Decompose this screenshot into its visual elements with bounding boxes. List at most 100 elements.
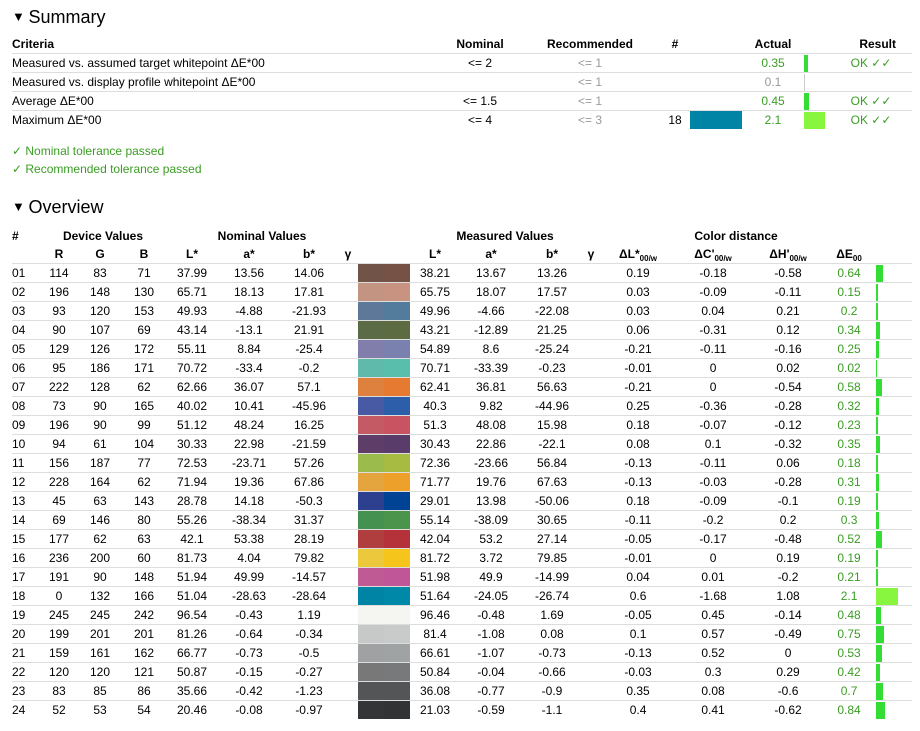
value: 35.66 — [166, 681, 218, 701]
value: 43.21 — [410, 320, 461, 340]
value: 65.75 — [410, 282, 461, 302]
swatch-measured — [384, 416, 411, 434]
value: -33.4 — [218, 358, 280, 378]
gamma — [582, 434, 601, 454]
value: 0 — [676, 548, 751, 568]
value: 186 — [78, 358, 122, 378]
value: 77 — [122, 453, 166, 473]
gamma — [338, 624, 359, 644]
patch-id: 17 — [12, 567, 40, 587]
swatch-cell — [358, 567, 411, 587]
swatch — [358, 283, 411, 301]
value: -0.6 — [750, 681, 827, 701]
value: 13.98 — [460, 491, 523, 511]
gamma — [582, 624, 601, 644]
value: 96.54 — [166, 605, 218, 625]
value: 0.2 — [750, 510, 827, 530]
value: -45.96 — [280, 396, 338, 416]
value: -4.88 — [218, 301, 280, 321]
value: -0.03 — [600, 662, 677, 682]
column-header: a* — [485, 247, 497, 261]
value: -0.32 — [750, 434, 827, 454]
value: 96.46 — [410, 605, 461, 625]
value: 17.57 — [522, 282, 583, 302]
patch-row: 12 228 164 62 71.94 19.36 67.86 71.77 19.76 67.63… — [12, 472, 913, 492]
patch-swatch — [690, 91, 742, 111]
value: 57.1 — [280, 377, 338, 397]
value: 0.01 — [676, 567, 751, 587]
delta-e-bar — [876, 473, 880, 491]
swatch-measured — [384, 359, 411, 377]
recommended: <= 1 — [520, 53, 660, 73]
spacer — [358, 227, 410, 245]
summary-row: Average ΔE*00 <= 1.5 <= 1 0.45 OK ✓✓ — [12, 91, 912, 111]
delta-e-bar-cell — [872, 681, 913, 701]
value: 79.82 — [280, 548, 338, 568]
value: 120 — [78, 301, 122, 321]
nominal — [440, 72, 520, 92]
value: 50.87 — [166, 662, 218, 682]
swatch — [358, 606, 411, 624]
value: -0.62 — [750, 700, 827, 719]
column-header: Actual — [754, 37, 792, 51]
swatch-cell — [358, 415, 411, 435]
value: 242 — [122, 605, 166, 625]
value: -0.66 — [522, 662, 583, 682]
value: 0.02 — [750, 358, 827, 378]
value: 0.19 — [600, 263, 677, 283]
patch-row: 18 0 132 166 51.04 -28.63 -28.64 51.64 -24.05 -26… — [12, 586, 913, 606]
delta-e-bar — [876, 378, 883, 396]
swatch-measured — [384, 530, 411, 548]
value: 62 — [122, 472, 166, 492]
gamma — [582, 282, 601, 302]
criteria: Measured vs. display profile whitepoint … — [12, 72, 440, 92]
gamma — [338, 586, 359, 606]
summary-row: Measured vs. assumed target whitepoint Δ… — [12, 53, 912, 73]
swatch-nominal — [358, 321, 385, 339]
value: -22.1 — [522, 434, 583, 454]
value: -21.59 — [280, 434, 338, 454]
value: 40.02 — [166, 396, 218, 416]
value: 21.91 — [280, 320, 338, 340]
delta-e: 0.7 — [826, 681, 873, 701]
gamma — [582, 548, 601, 568]
value: -1.68 — [676, 586, 751, 606]
value: 0.06 — [600, 320, 677, 340]
patch-row: 19 245 245 242 96.54 -0.43 1.19 96.46 -0.48 1.69-… — [12, 605, 913, 625]
swatch-measured — [384, 701, 411, 719]
patch-number: 18 — [660, 110, 690, 129]
swatch-measured — [384, 302, 411, 320]
value: 166 — [122, 586, 166, 606]
value: 62 — [122, 377, 166, 397]
actual-bar — [804, 73, 805, 91]
patch-id: 03 — [12, 301, 40, 321]
gamma — [338, 700, 359, 719]
swatch-cell — [358, 510, 411, 530]
delta-e-bar — [876, 435, 880, 453]
patch-id: 05 — [12, 339, 40, 359]
actual: 0.1 — [742, 72, 804, 92]
value: 0 — [40, 586, 78, 606]
value: -0.28 — [750, 472, 827, 492]
value: 143 — [122, 491, 166, 511]
swatch-cell — [358, 491, 411, 511]
swatch-measured — [384, 568, 411, 586]
value: 29.01 — [410, 491, 461, 511]
value: 13.56 — [218, 263, 280, 283]
swatch — [358, 568, 411, 586]
gamma — [338, 263, 359, 283]
value: 0.19 — [750, 548, 827, 568]
value: 95 — [40, 358, 78, 378]
value: -0.14 — [750, 605, 827, 625]
value: -0.21 — [600, 377, 677, 397]
swatch — [358, 644, 411, 662]
value: 30.43 — [410, 434, 461, 454]
delta-e: 0.31 — [826, 472, 873, 492]
gamma — [582, 263, 601, 283]
value: 0.03 — [600, 282, 677, 302]
delta-e: 0.64 — [826, 263, 873, 283]
header-text: ΔL* — [619, 247, 640, 261]
swatch-measured — [384, 492, 411, 510]
spacer — [872, 227, 912, 245]
delta-e: 0.42 — [826, 662, 873, 682]
